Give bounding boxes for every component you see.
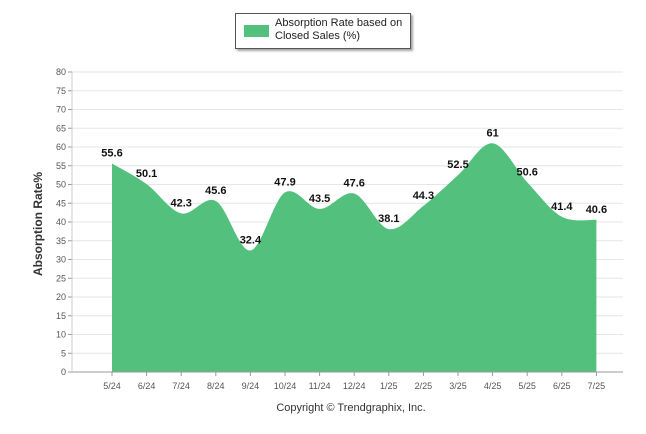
series-area: [112, 143, 597, 372]
y-tick-label: 75: [56, 86, 66, 96]
x-tick-label: 12/24: [343, 381, 366, 391]
data-label: 32.4: [240, 235, 262, 247]
y-tick-label: 60: [56, 142, 66, 152]
x-tick-label: 6/25: [553, 381, 571, 391]
y-tick-label: 70: [56, 105, 66, 115]
legend: Absorption Rate based on Closed Sales (%…: [235, 13, 411, 49]
data-label: 38.1: [378, 213, 399, 225]
data-label: 50.6: [516, 166, 537, 178]
data-labels: 55.6 50.1 42.3 45.6 32.4 47.9 43.5 47.6 38.1 44.3…: [101, 127, 607, 246]
y-tick-label: 80: [56, 67, 66, 77]
y-tick-label: 35: [56, 236, 66, 246]
data-label: 40.6: [586, 204, 607, 216]
x-tick-label: 4/25: [484, 381, 502, 391]
copyright-text: Copyright © Trendgraphix, Inc.: [276, 402, 426, 414]
x-tick-label: 2/25: [415, 381, 433, 391]
data-label: 44.3: [413, 190, 434, 202]
y-tick-label: 65: [56, 123, 66, 133]
legend-label: Absorption Rate based on Closed Sales (%…: [275, 17, 403, 42]
x-tick-label: 6/24: [138, 381, 156, 391]
y-tick-label: 15: [56, 311, 66, 321]
data-label: 55.6: [101, 148, 122, 160]
data-label: 47.6: [343, 178, 364, 190]
y-tick-label: 20: [56, 292, 66, 302]
data-label: 41.4: [551, 201, 573, 213]
data-label: 43.5: [309, 193, 330, 205]
y-axis-title: Absorption Rate%: [31, 171, 45, 277]
data-label: 47.9: [274, 176, 295, 188]
x-tick-label: 1/25: [380, 381, 398, 391]
y-tick-label: 50: [56, 180, 66, 190]
x-tick-label: 5/25: [518, 381, 536, 391]
x-tick-label: 9/24: [242, 381, 260, 391]
axes: 0 5 10 15 20 25 30 35 40 45 50 55 60 65 70 75 80 5/24 6/24…: [56, 67, 623, 391]
data-label: 42.3: [170, 197, 191, 209]
y-tick-label: 25: [56, 273, 66, 283]
x-tick-label: 7/24: [172, 381, 190, 391]
y-tick-label: 45: [56, 198, 66, 208]
x-tick-label: 11/24: [309, 381, 331, 391]
y-tick-label: 40: [56, 217, 66, 227]
x-tick-label: 8/24: [207, 381, 225, 391]
y-tick-label: 55: [56, 161, 66, 171]
data-label: 52.5: [447, 159, 468, 171]
x-tick-label: 3/25: [449, 381, 467, 391]
x-tick-label: 10/24: [274, 381, 297, 391]
data-label: 45.6: [205, 185, 226, 197]
x-tick-label: 5/24: [103, 381, 121, 391]
x-tick-label: 7/25: [588, 381, 606, 391]
data-label: 61: [486, 127, 498, 139]
y-tick-label: 10: [56, 330, 66, 340]
data-label: 50.1: [136, 168, 157, 180]
y-tick-label: 30: [56, 255, 66, 265]
y-tick-label: 5: [61, 348, 66, 358]
y-tick-label: 0: [61, 367, 66, 377]
series-area-fill: [112, 143, 597, 372]
legend-swatch: [244, 25, 269, 37]
